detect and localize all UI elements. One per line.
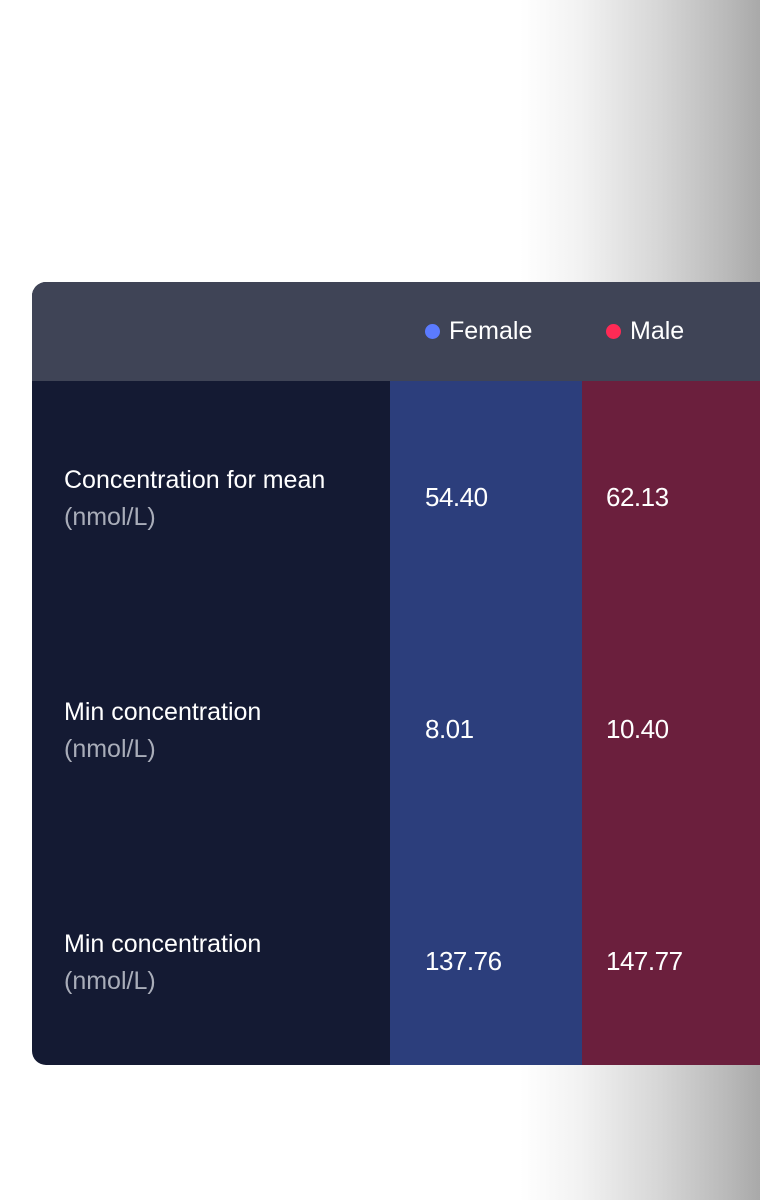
- male-column: [582, 381, 760, 1065]
- male-value: 10.40: [606, 714, 669, 744]
- female-value: 54.40: [425, 482, 488, 512]
- table-header: Female Male: [32, 282, 760, 381]
- row-label-name: Min concentration: [64, 698, 262, 726]
- row-label: Min concentration (nmol/L): [64, 694, 374, 768]
- legend-female-label: Female: [449, 317, 533, 345]
- male-dot-icon: [606, 324, 621, 339]
- male-value: 62.13: [606, 482, 669, 512]
- row-label-unit: (nmol/L): [64, 735, 156, 763]
- legend-female: Female: [425, 282, 532, 381]
- row-label: Min concentration (nmol/L): [64, 926, 374, 1000]
- female-value: 8.01: [425, 714, 474, 744]
- female-dot-icon: [425, 324, 440, 339]
- row-label-name: Concentration for mean: [64, 466, 326, 494]
- legend-male: Male: [606, 282, 684, 381]
- row-label-unit: (nmol/L): [64, 503, 156, 531]
- row-label: Concentration for mean (nmol/L): [64, 462, 374, 536]
- row-label-name: Min concentration: [64, 930, 262, 958]
- female-value: 137.76: [425, 946, 502, 976]
- table-row: Min concentration (nmol/L) 137.76 147.77: [32, 845, 760, 1065]
- legend-male-label: Male: [630, 317, 685, 345]
- male-value: 147.77: [606, 946, 683, 976]
- comparison-table: Female Male Concentration for mean (nmol…: [32, 282, 760, 1065]
- table-row: Min concentration (nmol/L) 8.01 10.40: [32, 613, 760, 845]
- female-column: [390, 381, 582, 1065]
- row-label-unit: (nmol/L): [64, 967, 156, 995]
- table-row: Concentration for mean (nmol/L) 54.40 62…: [32, 381, 760, 613]
